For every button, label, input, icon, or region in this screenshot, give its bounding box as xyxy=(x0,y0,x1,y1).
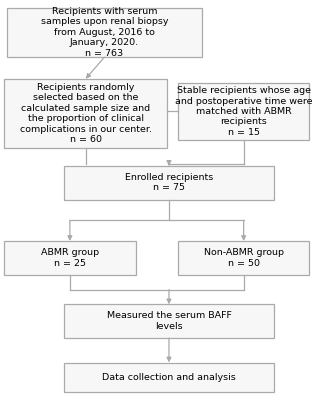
FancyBboxPatch shape xyxy=(179,241,309,275)
Text: Non-ABMR group
n = 50: Non-ABMR group n = 50 xyxy=(204,248,284,268)
FancyBboxPatch shape xyxy=(4,241,136,275)
Text: Data collection and analysis: Data collection and analysis xyxy=(102,373,236,382)
FancyBboxPatch shape xyxy=(7,8,202,57)
Text: Recipients randomly
selected based on the
calculated sample size and
the proport: Recipients randomly selected based on th… xyxy=(20,83,152,144)
FancyBboxPatch shape xyxy=(179,83,309,140)
Text: Measured the serum BAFF
levels: Measured the serum BAFF levels xyxy=(107,312,232,331)
FancyBboxPatch shape xyxy=(4,79,167,148)
Text: ABMR group
n = 25: ABMR group n = 25 xyxy=(41,248,99,268)
FancyBboxPatch shape xyxy=(63,166,274,200)
Text: Stable recipients whose age
and postoperative time were
matched with ABMR
recipi: Stable recipients whose age and postoper… xyxy=(175,86,312,137)
FancyBboxPatch shape xyxy=(63,304,274,338)
Text: Enrolled recipients
n = 75: Enrolled recipients n = 75 xyxy=(125,173,213,192)
FancyBboxPatch shape xyxy=(63,362,274,392)
Text: Recipients with serum
samples upon renal biopsy
from August, 2016 to
January, 20: Recipients with serum samples upon renal… xyxy=(41,7,168,58)
